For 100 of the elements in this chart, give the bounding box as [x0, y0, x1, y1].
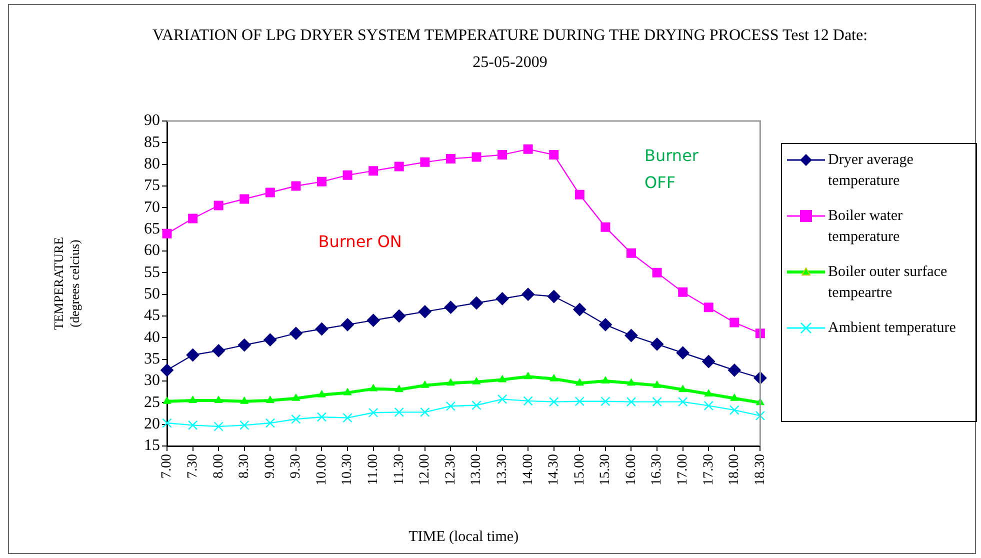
point	[366, 314, 380, 327]
point	[342, 170, 352, 180]
x-tick-label: 18.30	[752, 454, 768, 486]
point	[600, 222, 610, 232]
point	[676, 346, 690, 360]
x-tick-label: 13.00	[469, 454, 484, 486]
point	[188, 214, 198, 224]
point	[240, 194, 250, 204]
y-tick-label: 85	[144, 134, 160, 151]
point	[240, 396, 248, 404]
point	[704, 400, 714, 411]
point	[601, 376, 610, 384]
x-tick-label: 18.00	[727, 454, 742, 486]
y-tick-label: 40	[144, 328, 160, 346]
point	[446, 378, 455, 386]
x-tick-label: 12.30	[443, 454, 458, 486]
point	[549, 150, 559, 160]
point	[598, 318, 612, 332]
point	[420, 407, 430, 418]
point	[316, 412, 327, 422]
point	[497, 394, 508, 404]
point	[626, 248, 636, 258]
point	[472, 400, 482, 410]
point	[212, 344, 226, 358]
point	[547, 290, 560, 303]
point	[446, 154, 456, 164]
legend-label: Boiler outer surface tempeartre	[828, 263, 948, 303]
point	[392, 310, 406, 322]
x-axis-title: TIME (local time)	[408, 528, 519, 545]
point	[522, 288, 535, 301]
y-tick-label: 70	[144, 198, 160, 216]
point	[292, 394, 300, 401]
x-tick-label: 10.30	[340, 454, 356, 486]
point	[755, 410, 766, 421]
y-tick-label: 80	[144, 156, 160, 173]
point	[704, 302, 714, 312]
point	[214, 422, 224, 432]
x-tick-label: 16.30	[650, 454, 665, 486]
point	[162, 418, 172, 428]
x-tick-label: 17.30	[701, 454, 716, 486]
point	[368, 166, 378, 176]
point	[650, 338, 664, 351]
legend-label: Boiler water temperature	[828, 207, 904, 247]
y-tick-label: 35	[144, 350, 160, 368]
point	[444, 300, 458, 314]
y-tick-label: 50	[144, 286, 160, 303]
y-tick-label: 15	[144, 437, 160, 454]
point	[730, 405, 740, 415]
point	[342, 412, 352, 423]
point	[574, 396, 585, 406]
point	[163, 396, 171, 404]
point	[576, 378, 584, 386]
x-tick-label: 16.00	[624, 454, 639, 486]
point	[238, 338, 251, 352]
point	[702, 355, 716, 368]
point	[265, 418, 276, 428]
point	[214, 396, 223, 403]
point	[626, 396, 636, 407]
point	[498, 375, 506, 382]
point	[266, 396, 274, 403]
x-tick-label: 12.00	[418, 454, 433, 486]
y-tick-label: 90	[144, 112, 160, 130]
point	[446, 401, 456, 411]
point	[728, 364, 741, 377]
y-axis-title: TEMPERATURE (degrees celcius)	[51, 236, 82, 330]
point	[289, 326, 302, 340]
point	[472, 152, 482, 162]
annotation: Burner ON	[318, 231, 403, 254]
point	[240, 420, 250, 430]
x-tick-label: 17.00	[676, 454, 690, 486]
point	[574, 190, 584, 200]
x-tick-label: 14.00	[520, 454, 536, 486]
point	[678, 385, 687, 392]
x-tick-label: 9.00	[262, 454, 278, 478]
point	[470, 296, 483, 310]
point	[573, 303, 586, 316]
x-tick-label: 15.30	[598, 454, 614, 486]
legend-label: Dryer average temperature	[828, 151, 914, 191]
y-tick-label: 20	[144, 416, 160, 433]
point	[394, 407, 404, 418]
point	[188, 396, 197, 403]
point	[160, 364, 174, 377]
point	[523, 396, 533, 406]
point	[524, 372, 532, 380]
point	[523, 144, 533, 154]
y-tick-label: 55	[144, 264, 160, 281]
point	[265, 188, 275, 198]
x-tick-label: 10.00	[314, 454, 330, 486]
point	[652, 268, 662, 278]
x-tick-label: 7.30	[185, 454, 200, 478]
point	[369, 384, 378, 392]
annotation: Burner OFF	[644, 145, 700, 194]
x-tick-label: 13.30	[494, 454, 510, 486]
x-tick-label: 9.30	[288, 454, 304, 478]
point	[420, 157, 430, 167]
point	[418, 305, 432, 318]
chart-title: VARIATION OF LPG DRYER SYSTEM TEMPERATURE DURING THE DRYING PROCESS Test 12 Date: 25-05-2009	[151, 26, 869, 73]
y-tick-label: 65	[144, 220, 160, 238]
point	[550, 374, 558, 382]
point	[730, 318, 740, 328]
